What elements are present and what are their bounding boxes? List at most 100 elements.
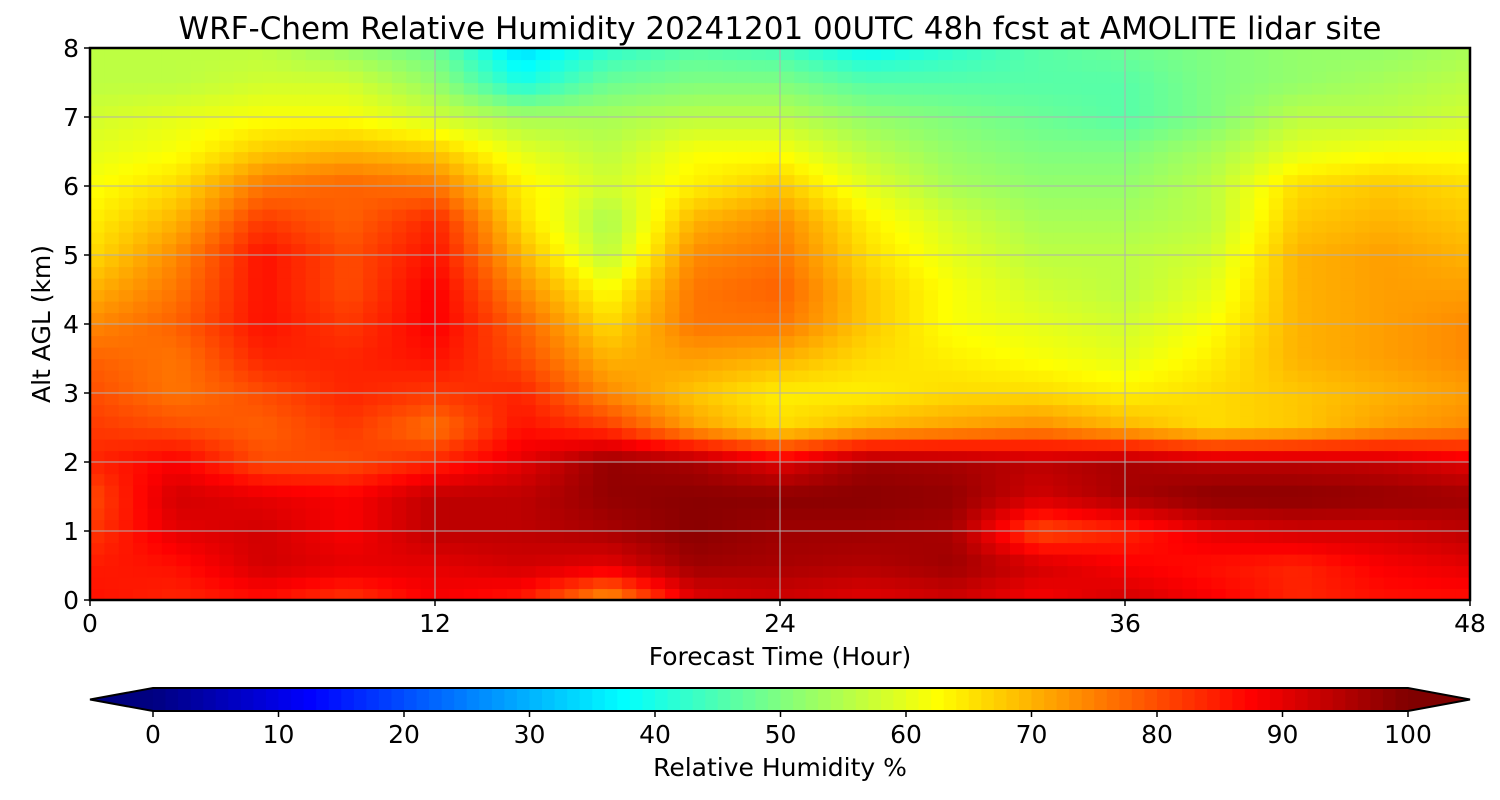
- heatmap-cell: [578, 128, 594, 141]
- heatmap-cell: [348, 450, 364, 463]
- heatmap-cell: [564, 243, 580, 256]
- heatmap-cell: [276, 404, 292, 417]
- heatmap-cell: [995, 105, 1011, 118]
- heatmap-cell: [1053, 289, 1069, 302]
- heatmap-cell: [1153, 347, 1169, 360]
- heatmap-cell: [736, 71, 752, 84]
- heatmap-cell: [851, 243, 867, 256]
- heatmap-cell: [1010, 588, 1025, 601]
- heatmap-cell: [1426, 381, 1442, 394]
- heatmap-cell: [780, 209, 795, 222]
- heatmap-cell: [909, 117, 925, 130]
- heatmap-cell: [521, 416, 537, 429]
- heatmap-cell: [981, 554, 997, 567]
- heatmap-cell: [1355, 496, 1370, 509]
- heatmap-cell: [765, 519, 781, 532]
- heatmap-cell: [449, 71, 465, 84]
- heatmap-cell: [1225, 278, 1241, 291]
- heatmap-cell: [952, 48, 968, 61]
- heatmap-cell: [1398, 163, 1414, 176]
- heatmap-cell: [1081, 209, 1097, 222]
- heatmap-cell: [1038, 473, 1054, 486]
- heatmap-cell: [780, 163, 795, 176]
- heatmap-cell: [391, 542, 407, 555]
- heatmap-cell: [521, 209, 537, 222]
- heatmap-cell: [1081, 508, 1097, 521]
- heatmap-cell: [794, 266, 810, 279]
- heatmap-cell: [1297, 588, 1313, 601]
- heatmap-cell: [305, 197, 321, 210]
- heatmap-cell: [736, 473, 752, 486]
- heatmap-cell: [147, 450, 163, 463]
- heatmap-cell: [1455, 496, 1471, 509]
- heatmap-cell: [1311, 450, 1327, 463]
- heatmap-cell: [1441, 416, 1457, 429]
- heatmap-cell: [1455, 473, 1471, 486]
- heatmap-cell: [320, 71, 335, 84]
- heatmap-cell: [161, 519, 177, 532]
- heatmap-cell: [765, 508, 781, 521]
- heatmap-cell: [104, 117, 120, 130]
- heatmap-cell: [1053, 416, 1069, 429]
- heatmap-cell: [506, 554, 522, 567]
- heatmap-cell: [1125, 462, 1140, 475]
- heatmap-cell: [866, 243, 882, 256]
- heatmap-cell: [621, 427, 637, 440]
- heatmap-cell: [363, 209, 379, 222]
- heatmap-cell: [895, 243, 910, 256]
- heatmap-cell: [1096, 416, 1112, 429]
- heatmap-cell: [564, 554, 580, 567]
- heatmap-cell: [1355, 347, 1370, 360]
- heatmap-cell: [478, 462, 494, 475]
- heatmap-cell: [693, 347, 709, 360]
- heatmap-cell: [1225, 427, 1241, 440]
- colorbar-tick-label: 60: [890, 720, 922, 749]
- heatmap-cell: [1268, 48, 1284, 61]
- heatmap-cell: [564, 462, 580, 475]
- heatmap-cell: [1297, 427, 1313, 440]
- heatmap-cell: [1355, 59, 1370, 72]
- heatmap-cell: [262, 565, 278, 578]
- heatmap-cell: [147, 186, 163, 199]
- heatmap-cell: [176, 140, 192, 153]
- heatmap-cell: [1010, 59, 1025, 72]
- heatmap-cell: [981, 462, 997, 475]
- heatmap-cell: [334, 554, 350, 567]
- heatmap-cell: [248, 71, 264, 84]
- heatmap-cell: [406, 485, 422, 498]
- heatmap-cell: [449, 324, 465, 337]
- heatmap-cell: [722, 186, 738, 199]
- heatmap-cell: [1024, 255, 1040, 268]
- heatmap-cell: [1383, 94, 1399, 107]
- heatmap-cell: [305, 289, 321, 302]
- heatmap-cell: [880, 105, 896, 118]
- heatmap-cell: [363, 381, 379, 394]
- heatmap-cell: [1455, 140, 1471, 153]
- heatmap-cell: [780, 278, 795, 291]
- heatmap-cell: [650, 450, 666, 463]
- heatmap-cell: [276, 416, 292, 429]
- colorbar-segment: [742, 688, 756, 711]
- heatmap-cell: [578, 174, 594, 187]
- heatmap-cell: [348, 462, 364, 475]
- heatmap-cell: [636, 485, 652, 498]
- heatmap-cell: [1024, 209, 1040, 222]
- heatmap-cell: [506, 450, 522, 463]
- heatmap-cell: [1254, 496, 1270, 509]
- heatmap-cell: [1455, 462, 1471, 475]
- heatmap-cell: [1297, 542, 1313, 555]
- heatmap-cell: [621, 393, 637, 406]
- heatmap-cell: [866, 82, 882, 95]
- heatmap-cell: [1067, 370, 1083, 383]
- heatmap-cell: [780, 416, 795, 429]
- heatmap-cell: [736, 312, 752, 325]
- heatmap-cell: [1398, 197, 1414, 210]
- heatmap-cell: [895, 82, 910, 95]
- heatmap-cell: [1038, 427, 1054, 440]
- heatmap-cell: [866, 140, 882, 153]
- heatmap-cell: [952, 427, 968, 440]
- heatmap-cell: [1067, 542, 1083, 555]
- heatmap-cell: [1024, 439, 1040, 452]
- heatmap-cell: [104, 48, 120, 61]
- heatmap-cell: [363, 473, 379, 486]
